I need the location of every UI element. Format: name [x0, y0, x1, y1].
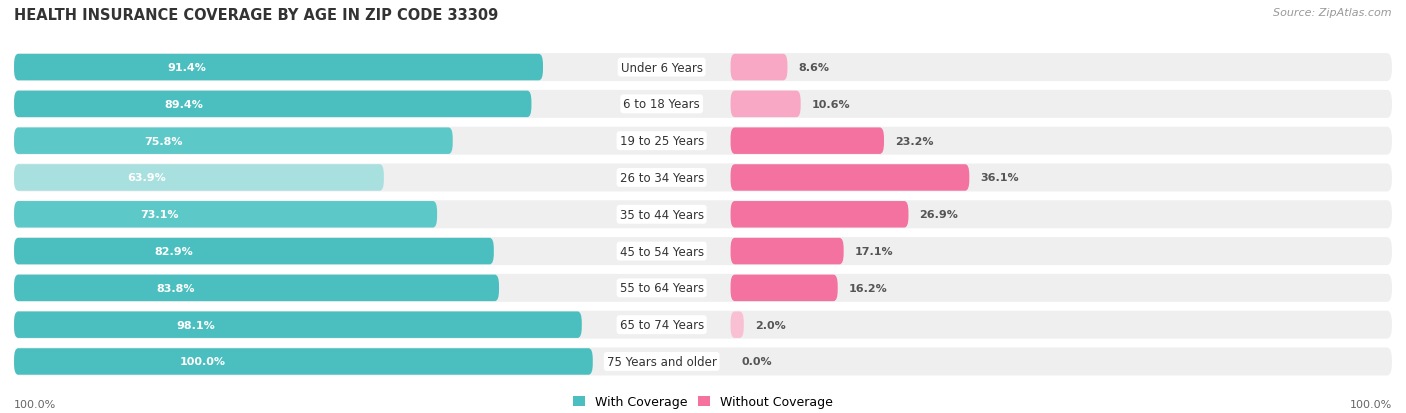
Text: 100.0%: 100.0%	[180, 356, 225, 367]
FancyBboxPatch shape	[14, 128, 453, 154]
Text: 26.9%: 26.9%	[920, 210, 959, 220]
Text: 17.1%: 17.1%	[855, 247, 893, 256]
FancyBboxPatch shape	[14, 201, 1392, 229]
Text: 65 to 74 Years: 65 to 74 Years	[620, 318, 704, 331]
Text: 0.0%: 0.0%	[741, 356, 772, 367]
FancyBboxPatch shape	[14, 312, 582, 338]
FancyBboxPatch shape	[14, 55, 543, 81]
FancyBboxPatch shape	[14, 54, 1392, 82]
Text: 75 Years and older: 75 Years and older	[607, 355, 717, 368]
Text: 55 to 64 Years: 55 to 64 Years	[620, 282, 704, 294]
FancyBboxPatch shape	[14, 348, 1392, 375]
Text: 100.0%: 100.0%	[14, 399, 56, 409]
FancyBboxPatch shape	[14, 127, 1392, 155]
FancyBboxPatch shape	[731, 128, 884, 154]
Text: 36.1%: 36.1%	[980, 173, 1019, 183]
Text: 35 to 44 Years: 35 to 44 Years	[620, 208, 704, 221]
Text: 75.8%: 75.8%	[145, 136, 183, 146]
Text: 98.1%: 98.1%	[177, 320, 215, 330]
Text: 8.6%: 8.6%	[799, 63, 830, 73]
Text: Source: ZipAtlas.com: Source: ZipAtlas.com	[1274, 8, 1392, 18]
FancyBboxPatch shape	[14, 202, 437, 228]
Text: HEALTH INSURANCE COVERAGE BY AGE IN ZIP CODE 33309: HEALTH INSURANCE COVERAGE BY AGE IN ZIP …	[14, 8, 498, 23]
FancyBboxPatch shape	[14, 238, 494, 265]
Text: 89.4%: 89.4%	[165, 100, 202, 109]
Legend: With Coverage, Without Coverage: With Coverage, Without Coverage	[568, 390, 838, 413]
FancyBboxPatch shape	[14, 91, 531, 118]
FancyBboxPatch shape	[731, 91, 800, 118]
FancyBboxPatch shape	[14, 165, 384, 191]
Text: 91.4%: 91.4%	[167, 63, 205, 73]
FancyBboxPatch shape	[731, 275, 838, 301]
FancyBboxPatch shape	[14, 275, 499, 301]
Text: 45 to 54 Years: 45 to 54 Years	[620, 245, 704, 258]
Text: 82.9%: 82.9%	[155, 247, 194, 256]
Text: 16.2%: 16.2%	[849, 283, 887, 293]
Text: 26 to 34 Years: 26 to 34 Years	[620, 171, 704, 185]
FancyBboxPatch shape	[14, 349, 593, 375]
Text: 6 to 18 Years: 6 to 18 Years	[623, 98, 700, 111]
Text: 100.0%: 100.0%	[1350, 399, 1392, 409]
FancyBboxPatch shape	[731, 312, 744, 338]
FancyBboxPatch shape	[731, 165, 969, 191]
Text: 2.0%: 2.0%	[755, 320, 786, 330]
Text: Under 6 Years: Under 6 Years	[620, 62, 703, 74]
FancyBboxPatch shape	[731, 55, 787, 81]
Text: 23.2%: 23.2%	[896, 136, 934, 146]
FancyBboxPatch shape	[731, 202, 908, 228]
FancyBboxPatch shape	[14, 274, 1392, 302]
Text: 10.6%: 10.6%	[811, 100, 851, 109]
FancyBboxPatch shape	[14, 91, 1392, 119]
FancyBboxPatch shape	[731, 238, 844, 265]
FancyBboxPatch shape	[14, 311, 1392, 339]
Text: 73.1%: 73.1%	[141, 210, 179, 220]
FancyBboxPatch shape	[14, 237, 1392, 266]
Text: 83.8%: 83.8%	[156, 283, 194, 293]
Text: 63.9%: 63.9%	[127, 173, 166, 183]
FancyBboxPatch shape	[14, 164, 1392, 192]
Text: 19 to 25 Years: 19 to 25 Years	[620, 135, 704, 148]
